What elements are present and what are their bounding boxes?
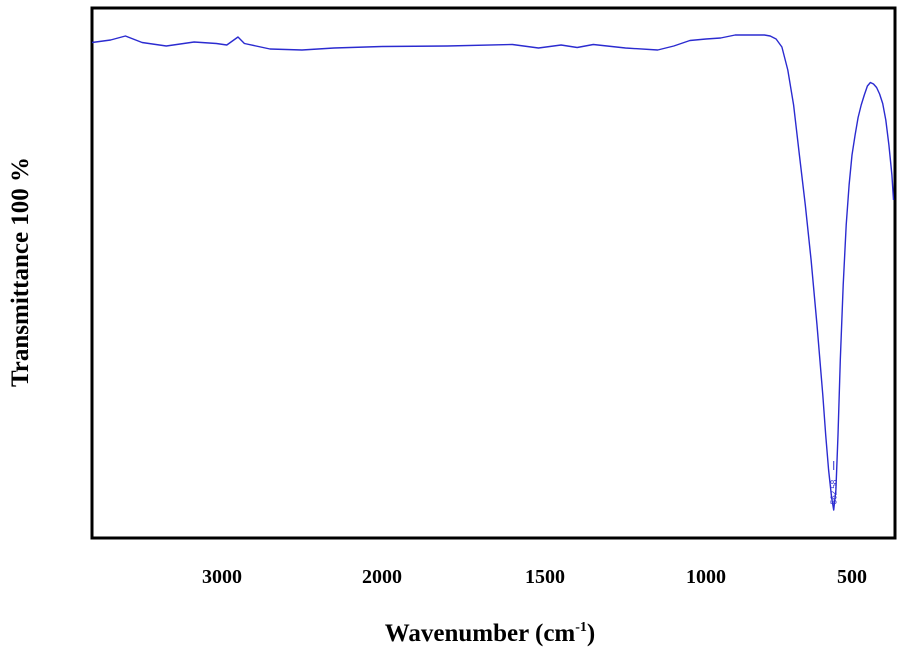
x-tick-label-500: 500	[837, 566, 867, 588]
x-tick-label-3000: 3000	[202, 566, 242, 588]
y-axis-title: Transmittance 100 %	[7, 157, 34, 387]
x-axis-title-suffix: )	[587, 620, 595, 647]
spectrum-line	[91, 34, 895, 511]
x-tick-labels: 3000 2000 1500 1000 500	[202, 566, 867, 588]
x-tick-label-2000: 2000	[362, 566, 402, 588]
x-axis-title-main: Wavenumber (cm	[385, 620, 576, 647]
x-tick-label-1000: 1000	[686, 566, 726, 588]
x-tick-label-1500: 1500	[525, 566, 565, 588]
x-axis-title: Wavenumber (cm-1)	[385, 620, 596, 647]
spectrum-marks: 562.58	[91, 34, 895, 511]
x-axis-title-superscript: -1	[575, 620, 587, 635]
plot-frame	[90, 6, 897, 540]
peak-label: 562.58	[830, 479, 839, 504]
